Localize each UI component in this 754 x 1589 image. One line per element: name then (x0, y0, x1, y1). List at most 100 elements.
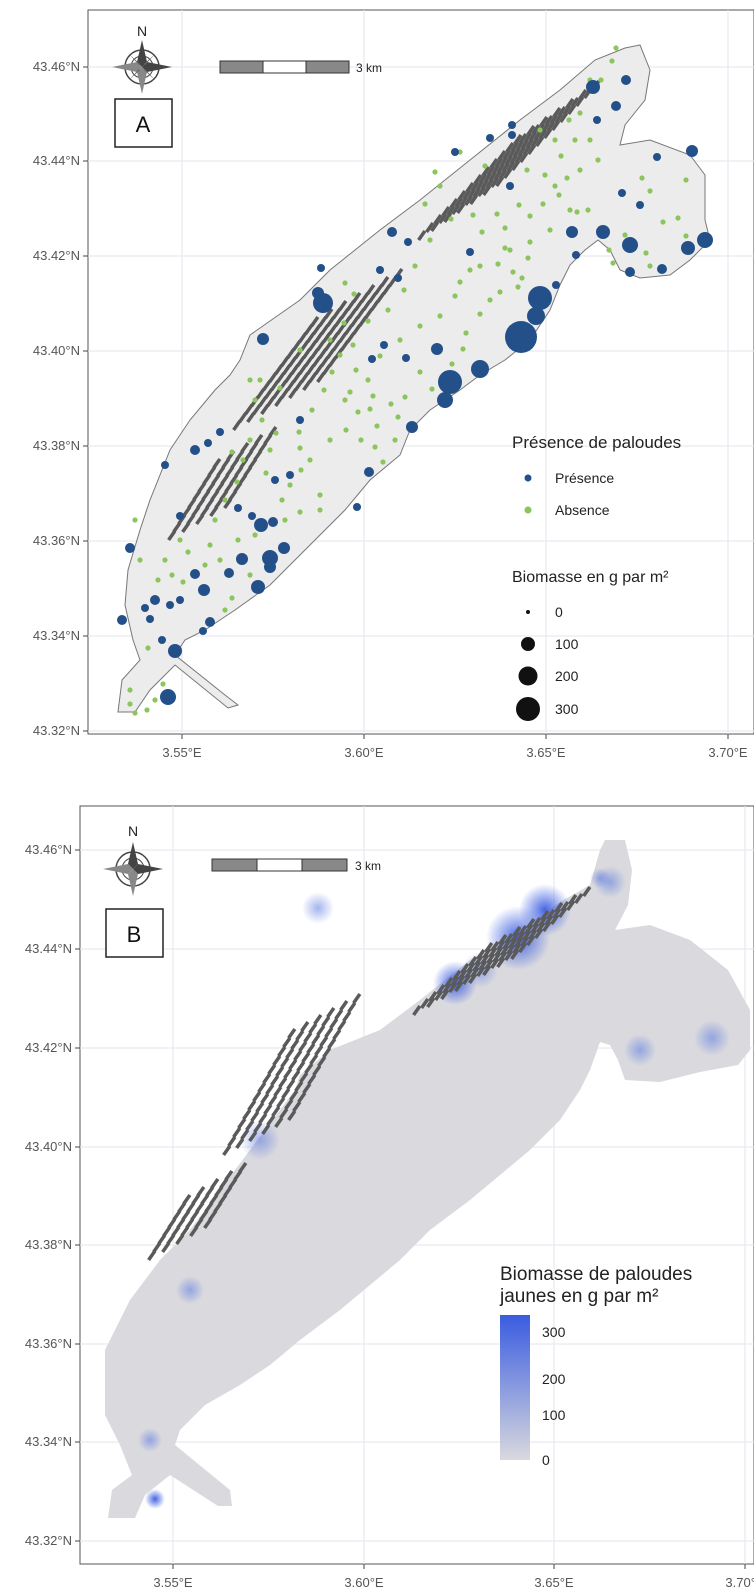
latitude-tick-label: 43.40°N (33, 343, 80, 358)
svg-text:B: B (127, 922, 142, 947)
presence-point (486, 134, 494, 142)
absence-point (177, 537, 183, 543)
svg-text:200: 200 (555, 668, 579, 684)
absence-point (353, 367, 359, 373)
absence-point (392, 437, 398, 443)
presence-point (262, 550, 278, 566)
absence-point (417, 369, 423, 375)
absence-point (217, 557, 223, 563)
latitude-tick-label: 43.34°N (33, 628, 80, 643)
presence-point (312, 287, 324, 299)
absence-point (358, 437, 364, 443)
absence-point (257, 377, 263, 383)
presence-point (176, 596, 184, 604)
absence-point (647, 188, 653, 194)
absence-point (502, 245, 508, 251)
presence-point (451, 148, 459, 156)
presence-point (141, 604, 149, 612)
presence-point (117, 615, 127, 625)
latitude-tick-label: 43.44°N (25, 941, 72, 956)
absence-point (342, 280, 348, 286)
latitude-axis: 43.46°N 43.44°N 43.42°N 43.40°N 43.38°N 43.36… (33, 59, 88, 738)
absence-point (552, 183, 558, 189)
presence-point (296, 416, 304, 424)
absence-point (497, 289, 503, 295)
absence-point (297, 509, 303, 515)
presence-point (618, 189, 626, 197)
longitude-tick-label: 3.70°E (708, 745, 748, 760)
presence-point (681, 241, 695, 255)
svg-text:A: A (136, 112, 151, 137)
absence-point (329, 369, 335, 375)
absence-point (502, 225, 508, 231)
absence-point (449, 361, 455, 367)
absence-point (547, 227, 553, 233)
absence-point (377, 353, 383, 359)
absence-point (343, 427, 349, 433)
absence-point (537, 127, 543, 133)
presence-point (264, 561, 276, 573)
presence-point (353, 503, 361, 511)
absence-point (341, 320, 347, 326)
absence-point (463, 330, 469, 336)
presence-point (248, 512, 256, 520)
svg-text:Absence: Absence (555, 502, 610, 518)
latitude-tick-label: 43.40°N (25, 1139, 72, 1154)
absence-point (372, 444, 378, 450)
absence-point (452, 293, 458, 299)
absence-point (169, 572, 175, 578)
presence-point (625, 267, 635, 277)
absence-point (585, 207, 591, 213)
presence-point (508, 131, 516, 139)
absence-point (152, 697, 158, 703)
absence-point (370, 393, 376, 399)
absence-point (132, 517, 138, 523)
absence-point (516, 202, 522, 208)
presence-point (686, 145, 698, 157)
scale-bar: 3 km (219, 60, 382, 75)
absence-point (660, 219, 666, 225)
presence-point (199, 627, 207, 635)
absence-point (185, 549, 191, 555)
absence-point (229, 595, 235, 601)
presence-point (271, 476, 279, 484)
longitude-tick-label: 3.65°E (526, 745, 566, 760)
absence-point (327, 337, 333, 343)
absence-point (477, 263, 483, 269)
absence-point (155, 577, 161, 583)
presence-point (404, 238, 412, 246)
svg-text:Biomasse en g par m²: Biomasse en g par m² (512, 569, 669, 586)
presence-point (205, 617, 215, 627)
absence-point (374, 423, 380, 429)
absence-point (487, 297, 493, 303)
svg-text:3 km: 3 km (356, 61, 382, 75)
absence-point (317, 507, 323, 513)
absence-point (279, 497, 285, 503)
svg-text:Présence de paloudes: Présence de paloudes (512, 433, 681, 452)
absence-point (566, 117, 572, 123)
absence-point (427, 237, 433, 243)
absence-point (127, 687, 133, 693)
presence-point (251, 580, 265, 594)
presence-point (593, 116, 601, 124)
absence-point (277, 385, 283, 391)
presence-point (268, 517, 278, 527)
absence-point (367, 406, 373, 412)
presence-point (216, 428, 224, 436)
presence-point (368, 355, 376, 363)
absence-point (467, 267, 473, 273)
absence-point (609, 58, 615, 64)
absence-point (675, 215, 681, 221)
absence-point (347, 389, 353, 395)
presence-point (527, 307, 545, 325)
absence-point (567, 207, 573, 213)
absence-point (460, 346, 466, 352)
absence-point (412, 263, 418, 269)
absence-point (429, 386, 435, 392)
svg-text:300: 300 (542, 1324, 566, 1340)
absence-point (524, 167, 530, 173)
presence-point (150, 595, 160, 605)
presence-point (380, 341, 388, 349)
presence-point (254, 518, 268, 532)
presence-point (611, 101, 621, 111)
